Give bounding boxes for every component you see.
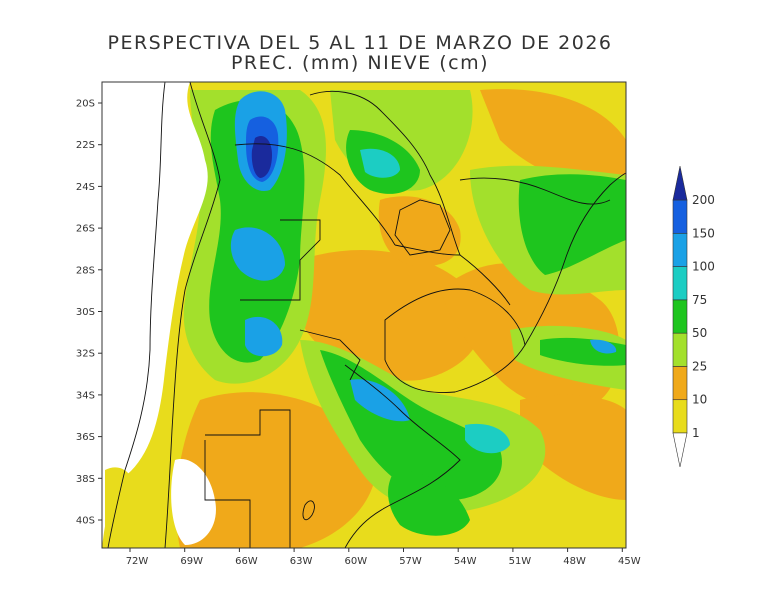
lon-tick-label: 69W — [180, 556, 203, 567]
brazil-inner-border — [459, 177, 611, 205]
lat-tick-label: 40S — [76, 516, 95, 527]
lat-tick-label: 38S — [76, 474, 95, 485]
colorbar-segment — [672, 232, 688, 267]
colorbar-level-label: 100 — [692, 260, 715, 274]
lon-tick-label: 63W — [290, 556, 313, 567]
field-orange-se — [520, 394, 626, 500]
paraguay-departments — [394, 199, 451, 256]
uruguay-outline — [384, 288, 526, 393]
colorbar-segment — [672, 399, 688, 434]
lat-tick-label: 36S — [76, 432, 95, 443]
province-lines-center — [240, 219, 321, 301]
precip-fields — [102, 82, 626, 548]
field-cyan-atlantic — [465, 423, 510, 454]
lon-tick-label: 48W — [563, 556, 586, 567]
province-lines-santafe — [299, 329, 361, 381]
map-frame — [101, 81, 627, 549]
province-lines-patagonia — [204, 440, 251, 548]
lat-tick-label: 26S — [76, 224, 95, 235]
field-lightblue-east — [590, 339, 617, 354]
colorbar-segment — [672, 299, 688, 334]
lon-tick-label: 54W — [454, 556, 477, 567]
lat-tick-label: 34S — [76, 390, 95, 401]
colorbar-level-label: 1 — [692, 426, 700, 440]
longitude-ticks: 72W 69W 66W 63W 60W 57W 54W 51W 48W 45W — [126, 548, 641, 567]
colorbar-level-label: 25 — [692, 359, 707, 373]
lon-tick-label: 66W — [235, 556, 258, 567]
lon-tick-label: 57W — [399, 556, 422, 567]
map-title-line2: PREC. (mm) NIEVE (cm) — [230, 52, 490, 74]
colorbar-max-arrow — [672, 165, 688, 201]
map-title-line1: PERSPECTIVA DEL 5 AL 11 DE MARZO DE 2026 — [107, 32, 613, 54]
field-green-brazil — [518, 174, 626, 275]
colorbar-level-label: 75 — [692, 293, 707, 307]
colorbar-segment — [672, 266, 688, 301]
lon-tick-label: 51W — [509, 556, 532, 567]
border-paraguay-arg — [394, 244, 511, 306]
field-white-pacific — [102, 82, 208, 548]
colorbar-min-arrow — [672, 432, 688, 468]
field-lightblue-cordoba — [245, 316, 283, 357]
pacific-coastline — [107, 82, 166, 548]
lat-tick-label: 20S — [76, 99, 95, 110]
lat-tick-label: 32S — [76, 349, 95, 360]
arg-atlantic-coast — [344, 364, 461, 548]
andes-border — [164, 82, 221, 548]
colorbar-segment — [672, 366, 688, 401]
valdes-peninsula — [302, 500, 315, 521]
lon-tick-label: 45W — [618, 556, 641, 567]
colorbar-level-label: 200 — [692, 193, 715, 207]
field-cyan-paraguay — [360, 148, 400, 178]
field-navy-salta — [251, 135, 272, 178]
field-green-coast — [388, 470, 470, 536]
lat-tick-label: 24S — [76, 182, 95, 193]
colorbar-level-label: 50 — [692, 326, 707, 340]
lat-tick-label: 22S — [76, 140, 95, 151]
colorbar-level-label: 10 — [692, 393, 707, 407]
province-lines-south — [205, 409, 291, 548]
colorbar-segment — [672, 332, 688, 367]
field-orange-south — [176, 392, 377, 548]
border-bolivia-arg — [234, 143, 396, 246]
brazil-coast — [524, 172, 626, 346]
colorbar-level-label: 150 — [692, 226, 715, 240]
field-lightblue-nw — [230, 227, 285, 281]
lon-tick-label: 72W — [126, 556, 149, 567]
latitude-ticks: 20S 22S 24S 26S 28S 30S 32S 34S 36S 38S 40S — [76, 99, 102, 527]
field-lightblue-baires — [350, 379, 410, 422]
colorbar: 1 10 25 50 75 100 150 200 — [672, 165, 715, 468]
lat-tick-label: 28S — [76, 265, 95, 276]
colorbar-segment — [672, 199, 688, 234]
lat-tick-label: 30S — [76, 307, 95, 318]
boundaries — [107, 82, 626, 548]
field-yellow-chile-south — [105, 467, 140, 545]
border-bolivia-paraguay — [309, 90, 461, 256]
lon-tick-label: 60W — [344, 556, 367, 567]
